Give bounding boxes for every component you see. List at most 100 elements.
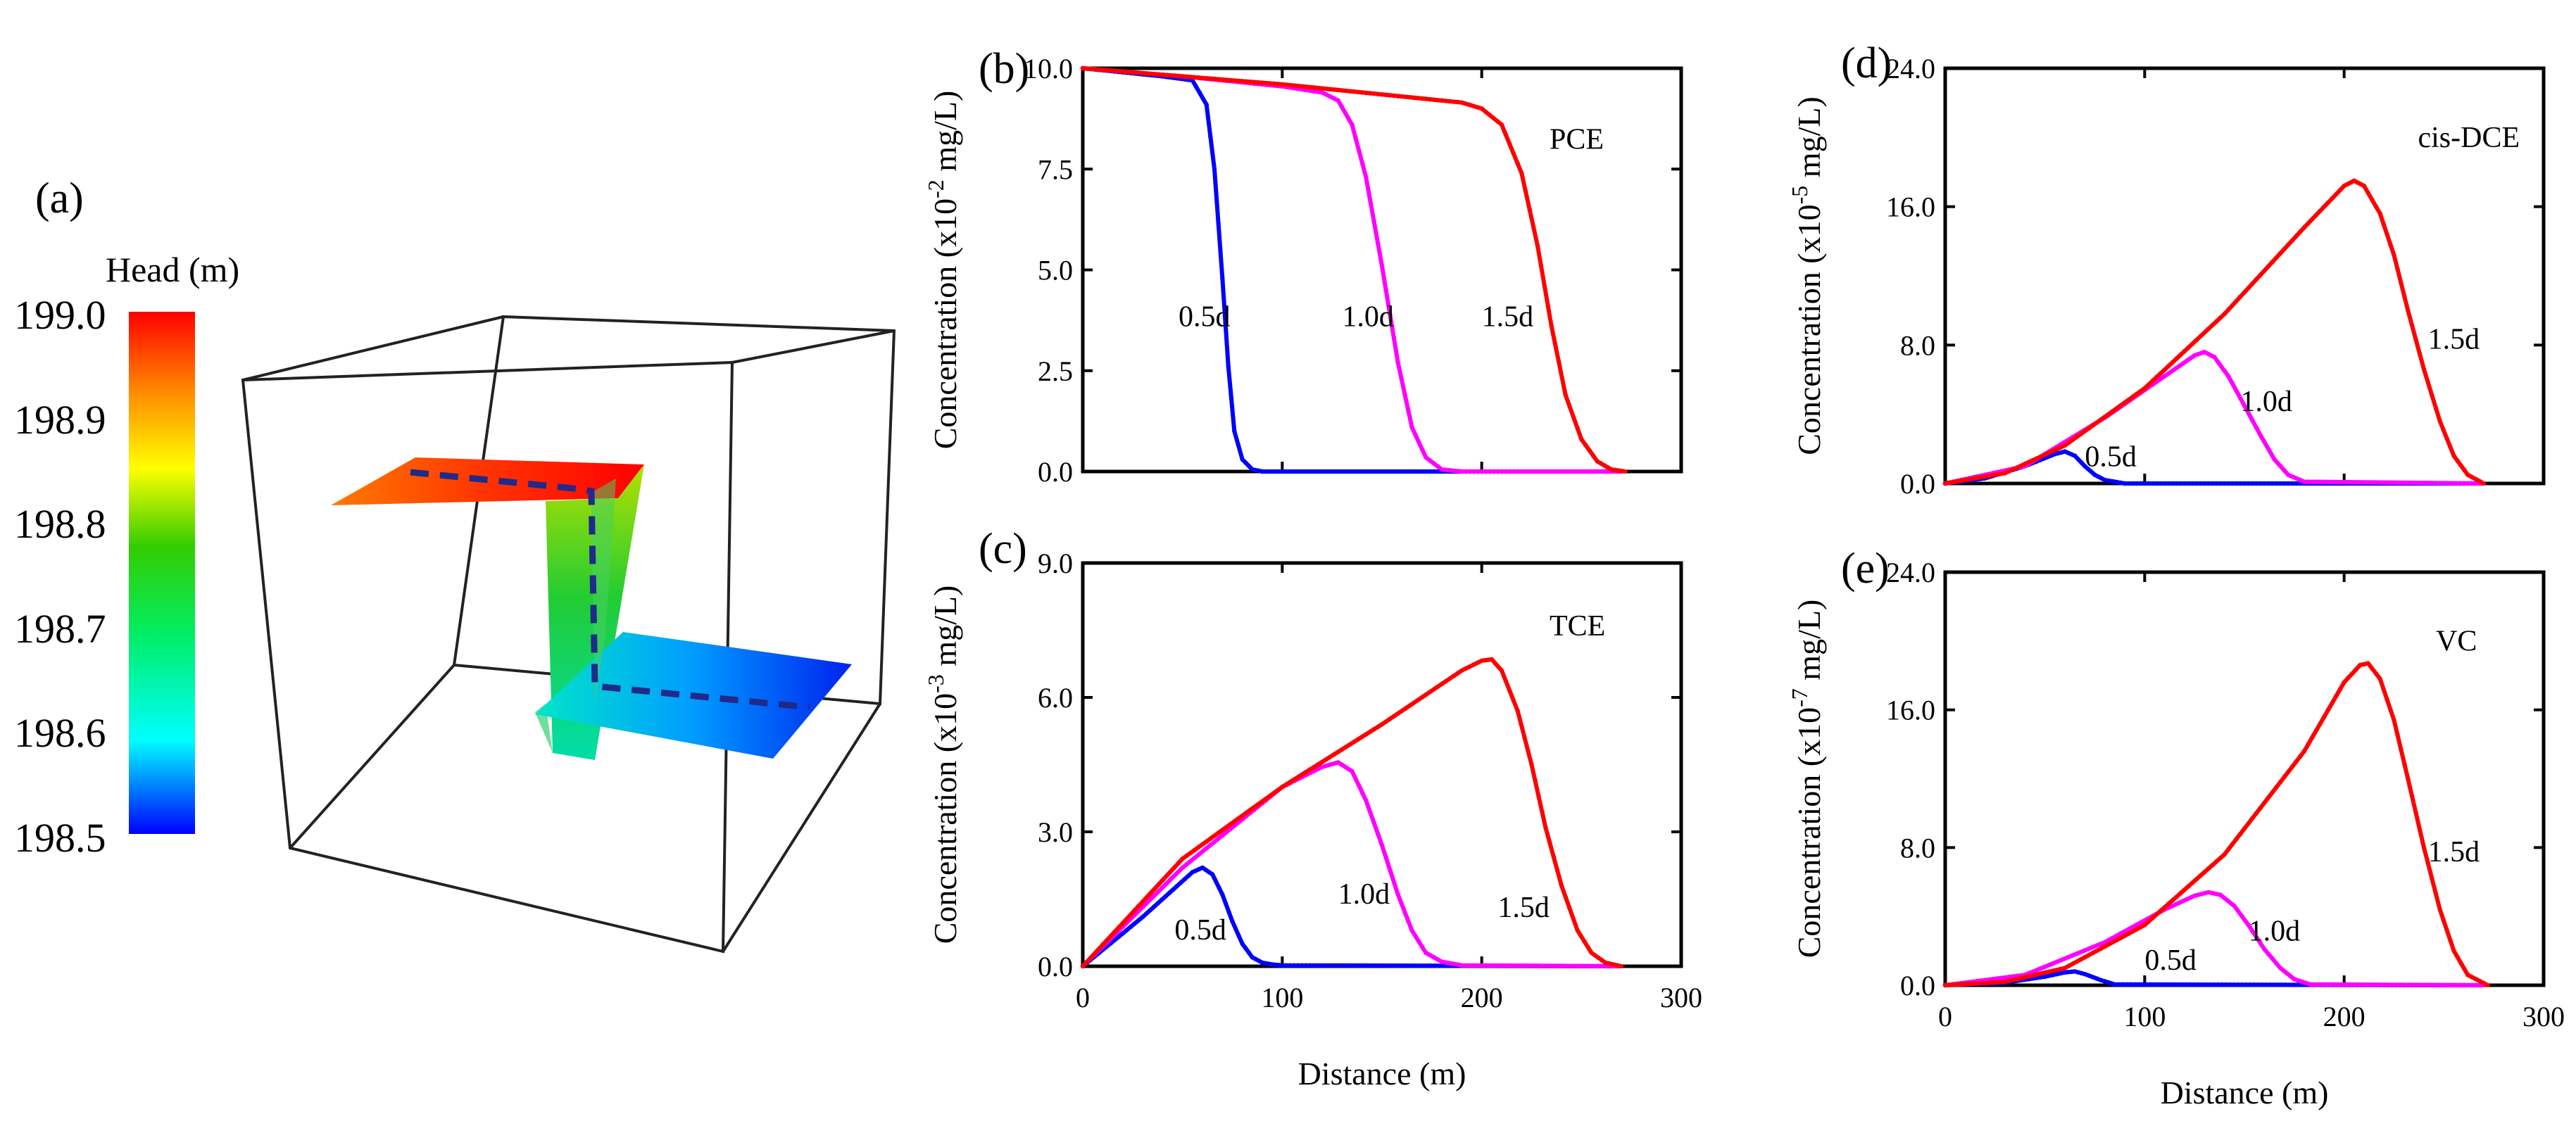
series-point <box>1236 443 1241 448</box>
series-point <box>1204 76 1209 81</box>
series-point <box>1535 469 1540 474</box>
series-point <box>1612 467 1617 473</box>
series-point <box>2433 481 2439 486</box>
series-point <box>1324 92 1328 97</box>
series-point <box>2318 208 2323 213</box>
series-point <box>1511 151 1516 156</box>
series-point <box>1355 89 1361 94</box>
series-point <box>1213 878 1219 884</box>
series-point <box>1252 804 1257 810</box>
series-point <box>1487 113 1493 118</box>
series-point <box>1212 833 1217 838</box>
series-point <box>2359 982 2364 987</box>
series-point <box>2294 759 2299 764</box>
series-point <box>2451 948 2456 954</box>
series-point <box>2242 403 2247 408</box>
series-point <box>2462 467 2467 473</box>
series-point <box>1978 474 1984 480</box>
series-point <box>1579 437 1584 442</box>
series-point <box>2250 281 2255 286</box>
series-point <box>2270 790 2275 795</box>
series-point <box>2035 968 2040 973</box>
series-point <box>2406 776 2411 781</box>
series-point <box>1975 475 1980 481</box>
series-point <box>1551 469 1556 474</box>
series-point <box>2216 360 2220 365</box>
series-point <box>1367 809 1373 814</box>
series-point <box>1416 440 1421 445</box>
series-point <box>1543 825 1548 830</box>
series-point <box>1519 963 1524 968</box>
series-point <box>1983 980 1987 985</box>
series-point <box>2110 479 2116 484</box>
series-point <box>2322 479 2327 484</box>
series-point <box>1192 75 1197 80</box>
series-point <box>1487 469 1493 474</box>
series-point <box>2313 728 2319 733</box>
series-point <box>1424 469 1428 474</box>
series-point <box>2282 481 2287 486</box>
series-point <box>2266 481 2271 486</box>
series-point <box>2275 982 2280 987</box>
series-point <box>1336 760 1340 765</box>
series-point <box>1371 963 1376 968</box>
series-point <box>1280 469 1285 474</box>
series-point <box>2023 461 2028 467</box>
series-point <box>2085 467 2091 472</box>
series-point <box>1112 929 1117 935</box>
series-point <box>1276 82 1281 87</box>
series-point <box>2402 982 2408 987</box>
series-point <box>1420 944 1425 950</box>
series-point <box>2246 821 2251 826</box>
series-point <box>2289 238 2295 243</box>
series-point <box>2225 898 2230 903</box>
series-point <box>2274 255 2279 260</box>
series-point <box>2047 973 2052 978</box>
series-point <box>1467 469 1472 474</box>
series-point <box>2351 178 2356 183</box>
series-point <box>2337 479 2343 485</box>
series-point <box>1467 102 1472 108</box>
series-point <box>2373 480 2379 485</box>
series-point <box>2310 735 2315 740</box>
series-point <box>1966 981 1972 987</box>
series-point <box>2069 452 2074 457</box>
series-point <box>2392 718 2396 723</box>
series-point <box>1182 876 1188 882</box>
series-point <box>2102 944 2107 949</box>
series-point <box>2086 973 2092 978</box>
series-point <box>2365 661 2370 666</box>
series-1.5d <box>1080 657 1623 969</box>
series-point <box>1471 469 1476 474</box>
series-point <box>1515 963 1520 968</box>
series-point <box>2223 369 2228 374</box>
series-point <box>1539 469 1544 474</box>
series-point <box>1511 469 1516 474</box>
series-point <box>2437 481 2442 486</box>
series-point <box>1388 867 1393 873</box>
series-point <box>2279 464 2284 469</box>
series-point <box>1971 476 1975 481</box>
series-point <box>2178 353 2183 358</box>
series-point <box>2277 481 2283 486</box>
series-point <box>1619 469 1624 474</box>
series-point <box>2318 721 2323 726</box>
series-point <box>2239 913 2244 918</box>
series-point <box>1435 98 1440 103</box>
series-point <box>1307 88 1313 93</box>
series-point <box>1947 982 1952 987</box>
series-point <box>2011 467 2016 472</box>
series-point <box>2361 662 2367 667</box>
series-point <box>1376 241 1381 246</box>
series-point <box>2130 394 2135 400</box>
y-axis-title-main: Concentration (x10 <box>1791 707 1827 958</box>
series-point <box>1383 963 1388 968</box>
series-point <box>2126 927 2131 932</box>
series-point <box>1424 455 1428 460</box>
series-point <box>1232 429 1237 434</box>
series-point <box>2216 982 2220 987</box>
series-point <box>1443 678 1448 684</box>
series-point <box>2222 481 2227 486</box>
series-point <box>2047 963 2052 968</box>
series-point <box>1200 849 1205 854</box>
